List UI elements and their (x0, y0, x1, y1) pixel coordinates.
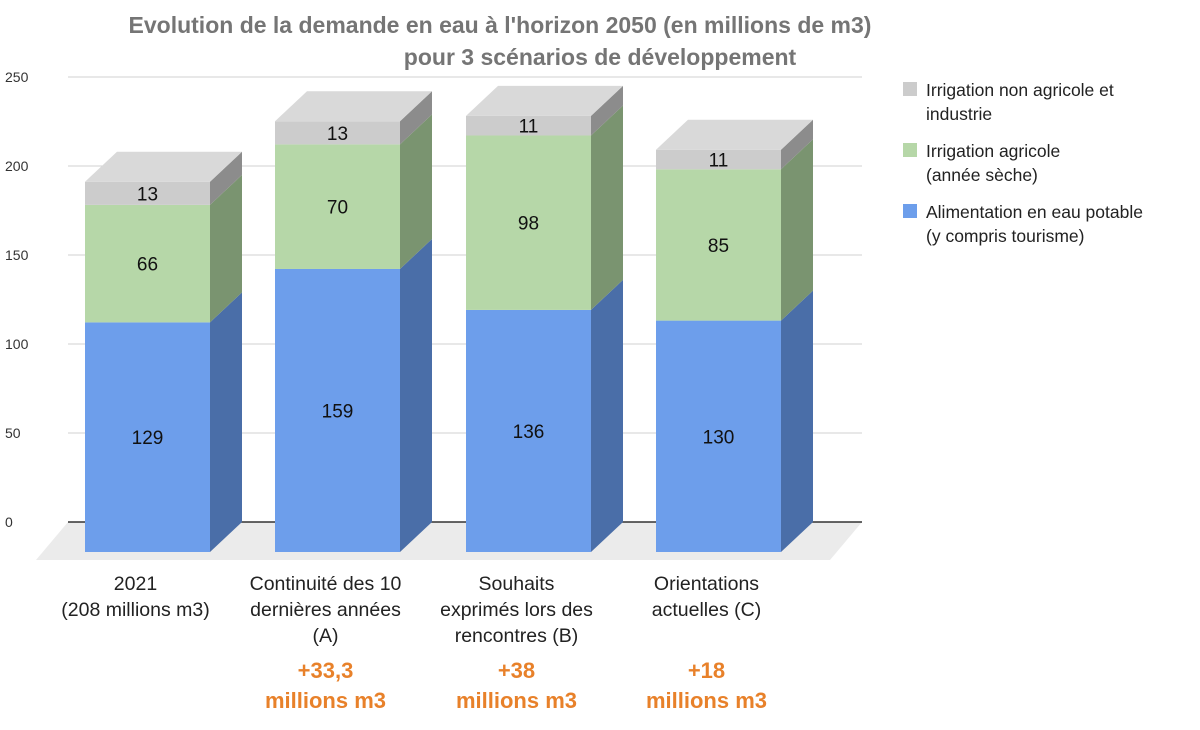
x-category-label-line: dernières années (250, 599, 401, 621)
bar-segment (656, 320, 781, 552)
bar-top (656, 119, 813, 150)
legend-item: Alimentation en eau potable (y compris to… (903, 200, 1143, 248)
bar-segment (656, 169, 781, 321)
x-category-label-line: 2021 (113, 573, 158, 595)
x-category-label-line: exprimés lors des (440, 599, 593, 621)
data-label: 98 (518, 214, 539, 235)
scenario-delta-line: millions m3 (455, 688, 578, 713)
bar-segment-side (781, 290, 813, 552)
legend-label: Irrigation agricole (année sèche) (926, 139, 1060, 187)
x-category-label-line: (A) (312, 625, 339, 647)
bar-top (275, 91, 432, 122)
scenario-delta-line: +33,3 (297, 658, 354, 683)
bar-segment-side (400, 238, 432, 553)
y-tick-label: 50 (5, 425, 21, 441)
data-label: 66 (137, 255, 158, 276)
chart-title-line-2: pour 3 scénarios de développement (403, 44, 797, 70)
data-label: 85 (708, 236, 729, 257)
legend-label: Alimentation en eau potable (y compris to… (926, 200, 1143, 248)
legend-label-line: (année sèche) (926, 165, 1038, 185)
scenario-delta-line: millions m3 (645, 688, 768, 713)
data-label: 11 (519, 117, 539, 138)
legend-item: Irrigation non agricole et industrie (903, 78, 1114, 126)
x-category-label-line: rencontres (B) (454, 625, 579, 647)
bar-segment (466, 115, 591, 136)
bar-segment-side (210, 151, 242, 205)
x-category-label-line: actuelles (C) (651, 599, 762, 621)
bar-segment-side (210, 174, 242, 323)
chart-floor (36, 522, 862, 560)
scenario-delta-line: +18 (687, 658, 726, 683)
x-category-label: 2021 (208 millions m3) (36, 571, 236, 623)
scenario-delta-line: millions m3 (264, 688, 387, 713)
bar-segment (275, 121, 400, 145)
bar-segment-side (781, 119, 813, 170)
scenario-delta-annotation: +33,3 millions m3 (226, 656, 426, 716)
data-label: 136 (513, 422, 545, 443)
bar-stack: 129 66 13 (85, 151, 242, 552)
y-tick-label: 200 (5, 158, 29, 174)
bar-stack: 159 70 13 (275, 91, 432, 553)
x-category-label: Orientations actuelles (C) (607, 571, 807, 623)
scenario-delta-annotation: +38 millions m3 (417, 656, 617, 716)
legend-label-line: (y compris tourisme) (926, 226, 1085, 246)
bar-top (85, 151, 242, 182)
data-label: 11 (709, 151, 729, 172)
legend-swatch (903, 143, 917, 157)
data-label: 159 (322, 401, 354, 422)
bar-segment-side (781, 139, 813, 321)
bar-segment-side (400, 114, 432, 269)
bar-stack: 130 85 11 (656, 119, 813, 552)
bar-segment (85, 181, 210, 205)
legend-item: Irrigation agricole (année sèche) (903, 139, 1060, 187)
bar-segment-side (210, 292, 242, 552)
data-label: 13 (137, 184, 158, 205)
legend-label-line: Alimentation en eau potable (926, 202, 1143, 222)
bar-segment (85, 204, 210, 323)
legend-label-line: Irrigation non agricole et (926, 80, 1114, 100)
bar-segment (466, 309, 591, 552)
bar-segment (275, 144, 400, 269)
legend-label-line: industrie (926, 104, 993, 124)
x-category-label-line: Orientations (653, 573, 760, 595)
y-tick-label: 100 (5, 336, 29, 352)
data-label: 70 (327, 198, 348, 219)
legend-label-line: Irrigation agricole (926, 141, 1061, 161)
bar-segment (466, 135, 591, 310)
x-category-label-line: (208 millions m3) (61, 599, 210, 621)
data-label: 13 (327, 124, 348, 145)
bar-segment-side (591, 279, 623, 552)
bar-segment (85, 322, 210, 552)
x-category-label-line: Continuité des 10 (249, 573, 402, 595)
x-category-label: Souhaits exprimés lors des rencontres (B) (417, 571, 617, 649)
bar-stack: 136 98 11 (466, 85, 623, 552)
bar-segment (275, 268, 400, 552)
data-label: 129 (132, 428, 164, 449)
scenario-delta-line: +38 (497, 658, 536, 683)
bar-top (466, 85, 623, 116)
legend-label: Irrigation non agricole et industrie (926, 78, 1114, 126)
x-category-label: Continuité des 10 dernières années (A) (226, 571, 426, 649)
y-tick-label: 0 (5, 514, 13, 530)
scenario-delta-annotation: +18 millions m3 (607, 656, 807, 716)
y-tick-label: 150 (5, 247, 29, 263)
legend-swatch (903, 204, 917, 218)
bar-segment-side (591, 105, 623, 310)
legend-swatch (903, 82, 917, 96)
bar-segment-side (591, 85, 623, 136)
data-label: 130 (703, 427, 735, 448)
x-category-label-line: Souhaits (478, 573, 555, 595)
chart-title-line-1: Evolution de la demande en eau à l'horiz… (128, 12, 872, 38)
bar-segment-side (400, 91, 432, 145)
y-tick-label: 250 (5, 69, 29, 85)
bar-segment (656, 149, 781, 170)
